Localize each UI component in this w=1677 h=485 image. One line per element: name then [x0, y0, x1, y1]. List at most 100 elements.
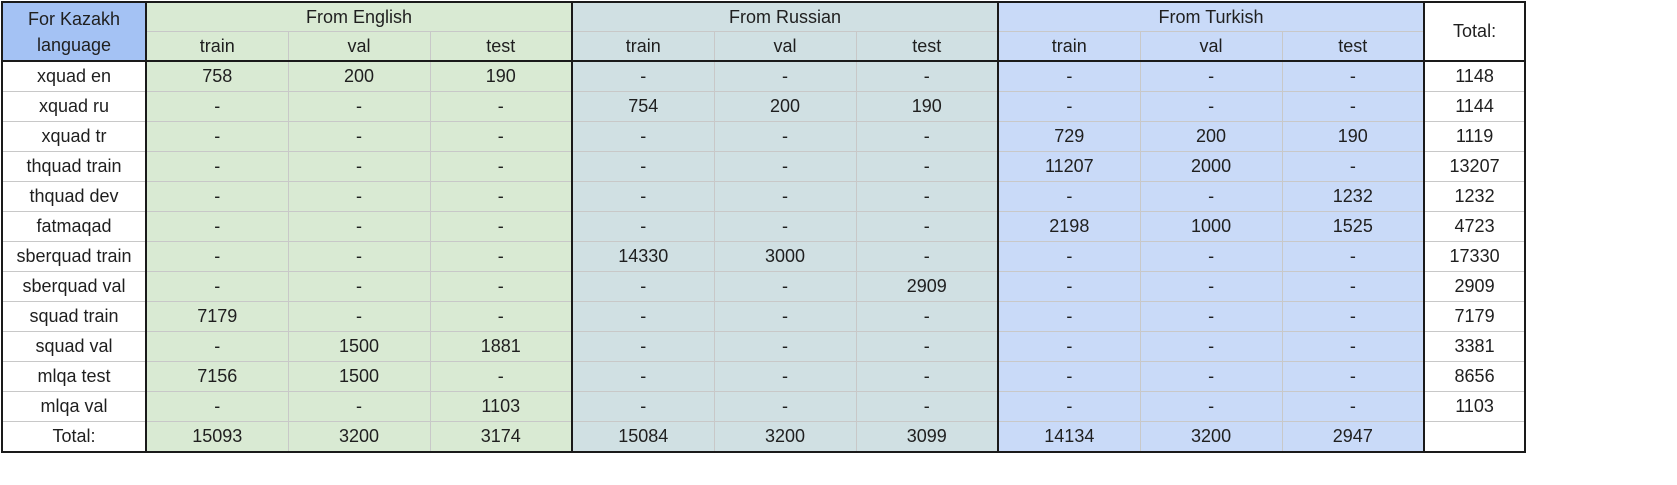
subheader-test: test [1281, 31, 1426, 62]
row-label: sberquad val [1, 271, 147, 302]
table-cell: - [571, 121, 715, 152]
row-label: squad train [1, 301, 147, 332]
table-row: fatmaqad - - - - - -2198 1000 1525 4723 [1, 211, 1527, 242]
table-cell: - [997, 301, 1141, 332]
table-cell: - [713, 181, 857, 212]
table-row: xquad ru - - -754 200 190- - -1144 [1, 91, 1527, 122]
row-label: fatmaqad [1, 211, 147, 242]
subheader-test: test [429, 31, 574, 62]
table-cell: - [571, 361, 715, 392]
subheader-val: val [1139, 31, 1283, 62]
table-cell: - [287, 211, 431, 242]
table-cell: - [713, 151, 857, 182]
table-cell: - [713, 301, 857, 332]
table-cell: 1500 [287, 361, 431, 392]
dataset-table: For Kazakh language From English From Ru… [1, 1, 1527, 453]
table-cell: - [145, 121, 289, 152]
table-cell: - [287, 151, 431, 182]
table-cell: - [1281, 301, 1426, 332]
table-cell: - [997, 91, 1141, 122]
table-cell: - [1281, 151, 1426, 182]
table-row: mlqa test 7156 1500- - - - - - -8656 [1, 361, 1527, 392]
table-cell: - [429, 91, 574, 122]
table-cell: - [429, 361, 574, 392]
subheader-train: train [145, 31, 289, 62]
row-total: 1103 [1423, 391, 1527, 422]
row-label: mlqa val [1, 391, 147, 422]
table-cell: - [145, 271, 289, 302]
table-cell: 14134 [997, 421, 1141, 453]
table-row: squad train 7179- - - - - - - -7179 [1, 301, 1527, 332]
table-cell: - [1139, 391, 1283, 422]
table-cell: - [145, 151, 289, 182]
row-label: thquad train [1, 151, 147, 182]
subheader-train: train [997, 31, 1141, 62]
group-header-row: For Kazakh language From English From Ru… [1, 1, 1527, 62]
subheader-row: train val test train val test train val test [2, 31, 1525, 62]
table-cell: - [997, 331, 1141, 362]
table-cell: - [1139, 60, 1283, 92]
table-cell: - [1281, 91, 1426, 122]
table-cell: - [1139, 271, 1283, 302]
table-cell: - [855, 331, 1000, 362]
table-cell: 758 [145, 60, 289, 92]
table-cell: 3174 [429, 421, 574, 453]
row-label: squad val [1, 331, 147, 362]
table-cell: - [571, 60, 715, 92]
corner-header: For Kazakh language [1, 1, 147, 62]
table-cell: 7179 [145, 301, 289, 332]
row-total: 3381 [1423, 331, 1527, 362]
table-cell: - [429, 241, 574, 272]
table-cell: - [145, 181, 289, 212]
table-row: xquad tr - - - - - -729 200 190 1119 [1, 121, 1527, 152]
table-cell: 2947 [1281, 421, 1426, 453]
table-cell: 200 [713, 91, 857, 122]
table-cell: 11207 [997, 151, 1141, 182]
table-cell: - [571, 151, 715, 182]
table-cell: - [287, 301, 431, 332]
table-cell: - [997, 271, 1141, 302]
table-cell: - [1281, 60, 1426, 92]
subheader-train: train [571, 31, 715, 62]
row-total: 2909 [1423, 271, 1527, 302]
table-cell: - [287, 91, 431, 122]
table-cell: - [1281, 331, 1426, 362]
table-cell: - [1139, 331, 1283, 362]
table-cell: - [855, 60, 1000, 92]
group-header-russian: From Russian [571, 1, 1000, 32]
table-row: sberquad val - - - - -2909- - -2909 [1, 271, 1527, 302]
table-cell: - [287, 241, 431, 272]
table-cell: - [429, 301, 574, 332]
table-cell: - [571, 331, 715, 362]
table-cell: - [571, 301, 715, 332]
table-cell: - [429, 271, 574, 302]
row-total: 1148 [1423, 60, 1527, 92]
table-cell: - [997, 241, 1141, 272]
table-cell: - [1139, 301, 1283, 332]
subheader-test: test [855, 31, 1000, 62]
table-cell: - [713, 331, 857, 362]
table-cell: - [713, 361, 857, 392]
table-cell: - [855, 211, 1000, 242]
row-label: Total: [1, 421, 147, 453]
table-cell: 3200 [287, 421, 431, 453]
table-cell: - [1281, 391, 1426, 422]
table-cell: 1232 [1281, 181, 1426, 212]
table-cell: 729 [997, 121, 1141, 152]
table-cell: - [571, 391, 715, 422]
table-cell: - [713, 391, 857, 422]
table-row: mlqa val - -1103- - - - - -1103 [1, 391, 1527, 422]
table-cell: - [145, 211, 289, 242]
table-cell: - [1139, 361, 1283, 392]
table-cell: - [713, 211, 857, 242]
row-label: sberquad train [1, 241, 147, 272]
total-header: Total: [1423, 1, 1527, 62]
table-cell: 1103 [429, 391, 574, 422]
table-cell: - [1281, 271, 1426, 302]
table-cell: 3099 [855, 421, 1000, 453]
table-cell: 15093 [145, 421, 289, 453]
table-cell: - [429, 121, 574, 152]
row-total: 17330 [1423, 241, 1527, 272]
row-label: xquad en [1, 60, 147, 92]
table-cell: 7156 [145, 361, 289, 392]
